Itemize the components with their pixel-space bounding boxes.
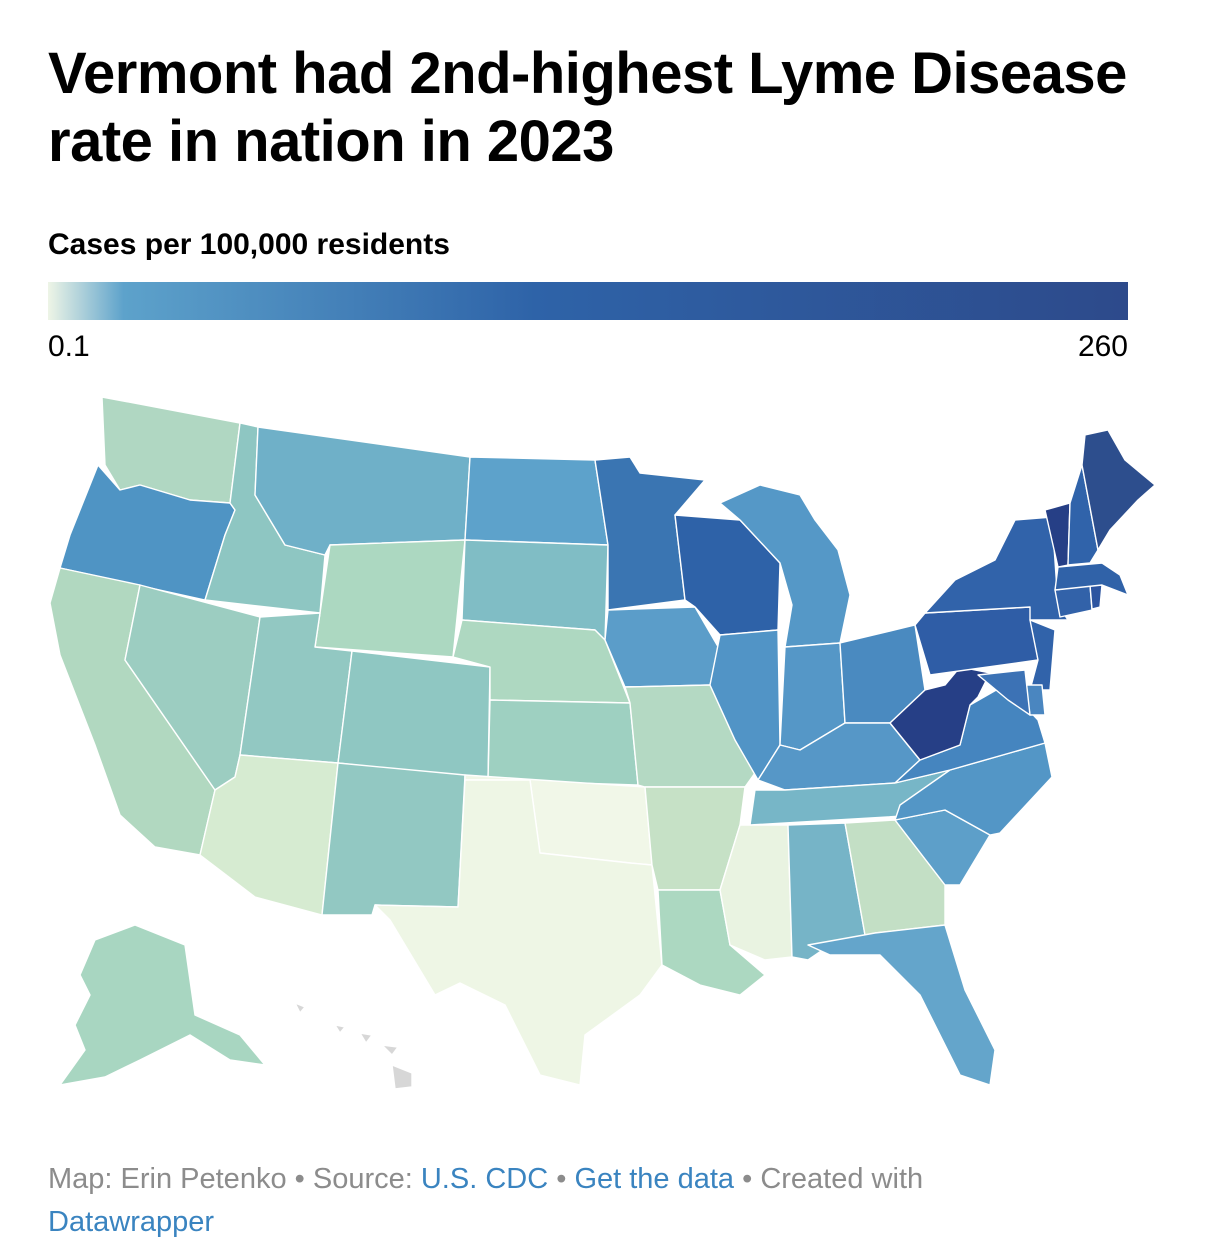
- state-wa[interactable]: [102, 397, 240, 503]
- footer-separator: • Source:: [287, 1163, 421, 1195]
- state-nd[interactable]: [465, 457, 608, 545]
- state-ri[interactable]: [1090, 585, 1102, 609]
- state-hi[interactable]: [295, 1003, 412, 1089]
- footer-credits: Map: Erin Petenko • Source: U.S. CDC • G…: [48, 1158, 1148, 1244]
- color-scale-bar: [48, 282, 1128, 320]
- get-data-link[interactable]: Get the data: [574, 1163, 734, 1195]
- state-co[interactable]: [338, 651, 490, 780]
- datawrapper-link[interactable]: Datawrapper: [48, 1206, 214, 1238]
- footer-separator: • Created with: [734, 1163, 923, 1195]
- state-pa[interactable]: [915, 607, 1038, 675]
- legend-title: Cases per 100,000 residents: [48, 228, 450, 262]
- legend-max-label: 260: [1078, 330, 1128, 364]
- state-mt[interactable]: [255, 427, 470, 555]
- us-choropleth-map: [40, 385, 1170, 1105]
- legend-min-label: 0.1: [48, 330, 90, 364]
- source-link[interactable]: U.S. CDC: [421, 1163, 548, 1195]
- state-ny[interactable]: [925, 517, 1068, 620]
- state-ks[interactable]: [488, 700, 638, 785]
- state-fl[interactable]: [808, 925, 995, 1085]
- footer-separator: •: [548, 1163, 574, 1195]
- state-ak[interactable]: [60, 925, 265, 1085]
- state-wy[interactable]: [315, 540, 465, 657]
- map-credit: Map: Erin Petenko: [48, 1163, 287, 1195]
- chart-title: Vermont had 2nd-highest Lyme Disease rat…: [48, 40, 1158, 176]
- state-ia[interactable]: [605, 607, 720, 687]
- state-nm[interactable]: [322, 763, 465, 915]
